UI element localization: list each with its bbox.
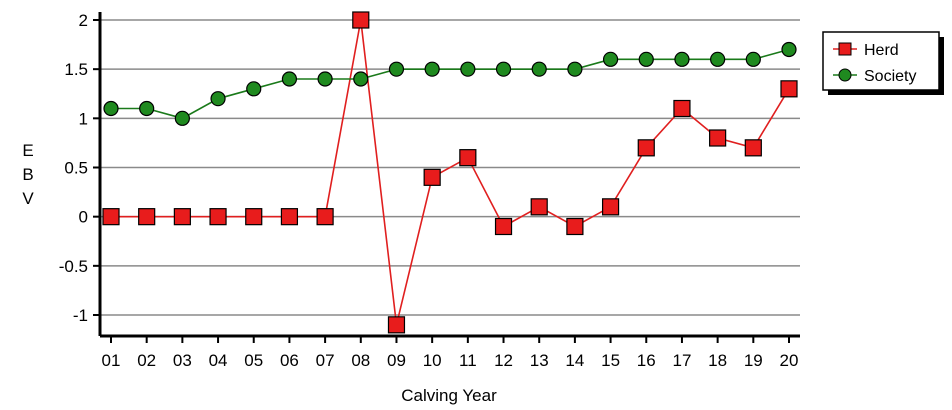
y-tick-label: 0.5 bbox=[64, 159, 88, 178]
society-point bbox=[424, 61, 440, 77]
herd-point bbox=[352, 11, 370, 29]
society-point bbox=[210, 91, 226, 107]
herd-point bbox=[673, 99, 691, 118]
herd-point bbox=[423, 168, 441, 186]
herd-point bbox=[601, 198, 620, 216]
society-point bbox=[638, 51, 654, 67]
x-axis-title: Calving Year bbox=[401, 386, 497, 405]
x-tick-label: 06 bbox=[280, 351, 299, 370]
x-tick-label: 20 bbox=[780, 351, 799, 370]
herd-point bbox=[566, 217, 584, 236]
legend-label: Herd bbox=[864, 42, 899, 59]
society-point bbox=[567, 61, 583, 77]
x-tick-label: 05 bbox=[244, 351, 263, 370]
x-tick-label: 19 bbox=[744, 351, 763, 370]
legend-marker-circle bbox=[838, 68, 852, 82]
x-tick-label: 09 bbox=[387, 351, 406, 370]
x-tick-label: 07 bbox=[316, 351, 335, 370]
herd-line bbox=[111, 19, 790, 326]
society-point bbox=[531, 61, 547, 77]
x-tick-label: 11 bbox=[459, 351, 477, 370]
x-tick-label: 02 bbox=[137, 351, 156, 370]
y-tick-label: -1 bbox=[73, 306, 88, 325]
society-point bbox=[103, 100, 119, 117]
society-point bbox=[781, 41, 797, 58]
herd-point bbox=[744, 139, 762, 157]
society-point bbox=[495, 61, 512, 77]
herd-point bbox=[280, 208, 299, 226]
society-point bbox=[353, 71, 369, 87]
series-society bbox=[103, 41, 797, 126]
society-point bbox=[674, 51, 690, 67]
x-tick-label: 13 bbox=[530, 351, 549, 370]
y-tick-label: -0.5 bbox=[59, 257, 88, 276]
x-tick-label: 17 bbox=[672, 351, 691, 370]
herd-point bbox=[138, 208, 156, 226]
herd-point bbox=[173, 208, 191, 226]
herd-point bbox=[709, 129, 727, 147]
x-tick-label: 10 bbox=[423, 351, 442, 370]
x-tick-label: 12 bbox=[494, 351, 513, 370]
legend-label: Society bbox=[864, 68, 916, 85]
herd-point bbox=[530, 198, 548, 216]
x-tick-label: 15 bbox=[601, 351, 620, 370]
herd-point bbox=[459, 149, 477, 167]
society-point bbox=[388, 61, 405, 77]
x-tick-label: 18 bbox=[708, 351, 727, 370]
y-tick-label: 1.5 bbox=[64, 60, 88, 79]
x-tick-label: 16 bbox=[637, 351, 656, 370]
society-point bbox=[174, 110, 190, 126]
society-point bbox=[602, 51, 619, 67]
y-tick-label: 0 bbox=[79, 208, 88, 227]
herd-point bbox=[209, 208, 227, 226]
herd-point bbox=[316, 208, 334, 226]
society-point bbox=[281, 71, 298, 87]
x-tick-label: 14 bbox=[565, 351, 584, 370]
y-axis-title: EBV bbox=[22, 141, 34, 208]
herd-point bbox=[494, 217, 513, 236]
legend-box bbox=[822, 31, 940, 91]
legend-marker-square bbox=[838, 42, 852, 56]
axes bbox=[98, 12, 800, 338]
y-axis-title-letter: B bbox=[22, 165, 33, 184]
herd-point bbox=[102, 208, 120, 226]
herd-point bbox=[780, 80, 798, 98]
x-tick-label: 03 bbox=[173, 351, 192, 370]
society-point bbox=[745, 51, 761, 67]
society-point bbox=[460, 61, 476, 77]
series-herd bbox=[102, 11, 798, 334]
x-axis-ticks: 01 02 03 04 05 06 07 08 09 10 11 12 13 14 15 16 17 18 19 20 bbox=[102, 336, 799, 370]
x-tick-label: 01 bbox=[102, 351, 121, 370]
x-tick-label: 08 bbox=[351, 351, 370, 370]
herd-point bbox=[245, 208, 263, 226]
society-point bbox=[246, 81, 262, 97]
series-layer bbox=[102, 11, 798, 334]
x-tick-label: 04 bbox=[209, 351, 228, 370]
y-axis-title-letter: V bbox=[22, 189, 34, 208]
society-point bbox=[139, 100, 155, 117]
herd-point bbox=[387, 316, 406, 334]
legend: Herd Society bbox=[822, 31, 944, 95]
society-point bbox=[710, 51, 726, 67]
y-axis-title-letter: E bbox=[22, 141, 33, 160]
y-tick-label: 1 bbox=[79, 109, 88, 128]
herd-point bbox=[637, 139, 655, 157]
society-point bbox=[317, 71, 333, 87]
y-tick-label: 2 bbox=[79, 11, 88, 30]
y-axis-ticks: -1 -0.5 0 0.5 1 1.5 2 bbox=[59, 11, 100, 325]
